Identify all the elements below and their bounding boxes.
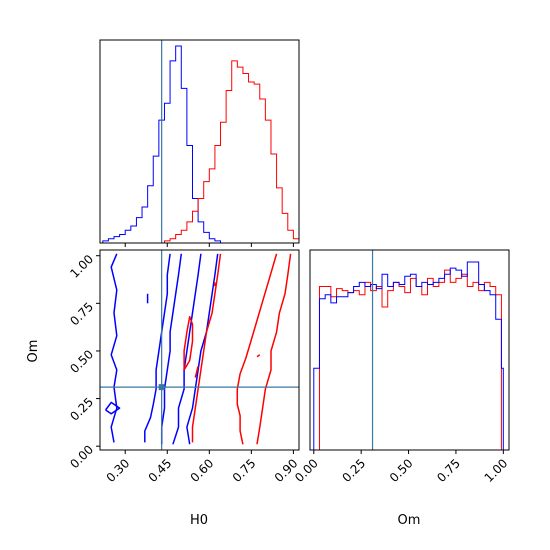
- h0-histogram-panel: [99, 39, 300, 244]
- panel-frame-histOm: [309, 249, 510, 451]
- contour-blue-3: [144, 253, 171, 443]
- h0-om-contour-panel: [99, 249, 300, 451]
- h0-histogram-red: [163, 60, 299, 243]
- om-y-tick-label: 0.50: [67, 347, 96, 376]
- om-y-tick-label: 0.75: [67, 300, 96, 329]
- om-y-tick-label: 0.25: [67, 395, 96, 424]
- panel-frame-histH0: [99, 39, 300, 244]
- contour-red-6: [256, 354, 261, 358]
- h0-tick-label: 0.75: [230, 456, 259, 485]
- x-axis-title-h0: H0: [190, 513, 208, 528]
- x-axis-title-om: Om: [398, 513, 421, 528]
- contour-blue-5: [104, 401, 121, 415]
- h0-tick-label: 0.45: [146, 456, 175, 485]
- om-x-tick-label: 0.75: [434, 456, 463, 485]
- om-y-tick-label: 0.00: [67, 442, 96, 471]
- contour-red-3: [183, 315, 194, 371]
- contour-blue-4: [172, 253, 202, 445]
- contour-blue-0: [110, 253, 118, 443]
- contour-red-0: [236, 253, 278, 445]
- contour-red-1: [256, 253, 292, 445]
- contour-blue-1: [160, 253, 183, 445]
- om-x-tick-label: 0.50: [387, 456, 416, 485]
- contour-red-2: [191, 253, 222, 443]
- truth-marker: [158, 384, 165, 391]
- panel-frame-scat: [99, 249, 300, 451]
- om-x-tick-label: 1.00: [482, 456, 511, 485]
- om-x-tick-label: 0.00: [292, 456, 321, 485]
- h0-tick-label: 0.60: [188, 456, 217, 485]
- om-histogram-blue: [313, 261, 504, 450]
- om-y-tick-label: 1.00: [67, 252, 96, 281]
- om-x-tick-label: 0.25: [340, 456, 369, 485]
- y-axis-title-om: Om: [26, 340, 41, 363]
- om-histogram-panel: [309, 249, 510, 451]
- h0-tick-label: 0.30: [104, 456, 133, 485]
- contour-blue-2: [186, 253, 219, 445]
- contour-red-4: [194, 366, 199, 378]
- tick-layer: 0.30 0.45 0.60 0.75 0.900.00 0.000.250.250.50…: [67, 243, 510, 485]
